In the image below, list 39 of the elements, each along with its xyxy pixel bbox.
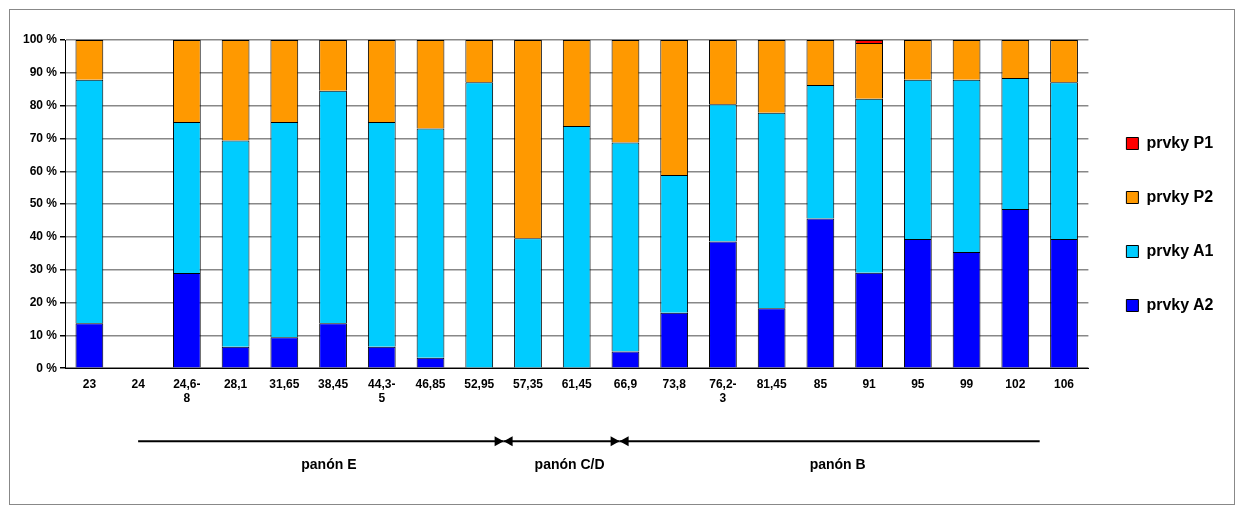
text: panón C/D — [534, 456, 605, 473]
text: panón B — [809, 456, 866, 473]
x-tick-label: 76,2-3 — [709, 376, 737, 406]
y-tick-label: 80 % — [29, 97, 58, 112]
x-tick-label: 85 — [813, 376, 828, 391]
x-tick-label: 102 — [1005, 376, 1026, 391]
x-tick-label: 38,45 — [318, 376, 349, 391]
y-tick-label: 20 % — [29, 294, 58, 309]
x-tick-label: 46,85 — [415, 376, 446, 391]
y-tick-label: 50 % — [29, 196, 58, 211]
x-tick-label: 57,35 — [512, 376, 544, 391]
x-tick-label: 31,65 — [269, 376, 300, 391]
y-tick-label: 0 % — [36, 360, 58, 375]
x-tick-label: 95 — [911, 376, 925, 391]
x-tick-label: 28,1 — [223, 376, 248, 391]
x-tick-label: 73,8 — [662, 376, 687, 391]
x-tick-label: 61,45 — [561, 376, 593, 391]
text: panón E — [301, 456, 357, 473]
x-tick-label: 23 — [82, 376, 97, 391]
y-tick-label: 60 % — [29, 163, 58, 178]
x-tick-label: 44,3-5 — [368, 376, 396, 406]
y-tick-label: 30 % — [29, 262, 58, 277]
y-tick-label: 90 % — [29, 65, 58, 80]
y-tick-label: 40 % — [29, 229, 58, 244]
y-tick-label: 70 % — [29, 130, 58, 145]
x-tick-label: 91 — [862, 376, 877, 391]
x-tick-label: 106 — [1054, 376, 1075, 391]
x-tick-label: 52,95 — [464, 376, 495, 391]
x-tick-label: 81,45 — [756, 376, 787, 391]
legend-label: prvky A1 — [1146, 241, 1214, 259]
y-tick-label: 100 % — [22, 32, 58, 47]
x-tick-label: 99 — [959, 376, 974, 391]
legend-label: prvky A2 — [1146, 295, 1214, 313]
x-tick-label: 24 — [131, 376, 146, 391]
y-tick-label: 10 % — [29, 327, 58, 342]
legend-label: prvky P1 — [1146, 133, 1214, 151]
x-tick-label: 24,6-8 — [173, 376, 201, 406]
legend-label: prvky P2 — [1146, 187, 1214, 205]
x-tick-label: 66,9 — [613, 376, 638, 391]
